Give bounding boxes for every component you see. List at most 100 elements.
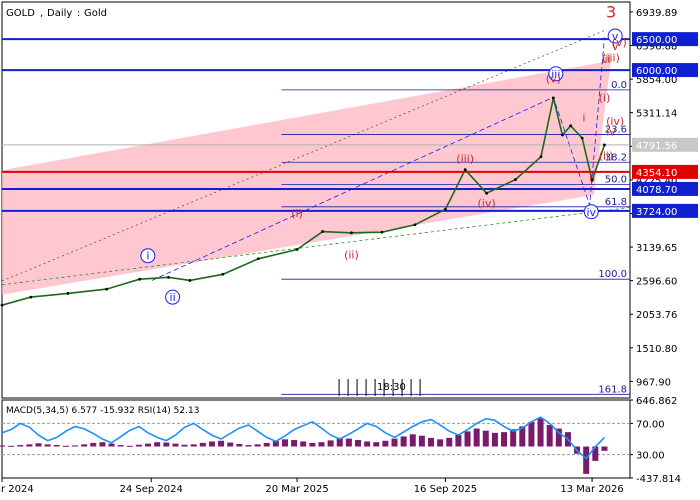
macd-histogram-bar — [510, 429, 517, 447]
price-point — [551, 96, 555, 100]
macd-histogram-bar — [26, 444, 33, 447]
upper-trendline — [1, 30, 605, 282]
price-point — [485, 191, 488, 195]
macd-histogram-bar — [501, 432, 508, 447]
price-point — [603, 143, 606, 147]
price-point — [0, 303, 4, 307]
macd-histogram-bar — [172, 443, 179, 447]
time-axis: 27 Mar 2024 24 Sep 2024 20 Mar 2025 16 Sep … — [0, 379, 624, 495]
macd-histogram-bar — [583, 446, 590, 474]
channel-fill — [2, 60, 612, 295]
macd-histogram-bar — [592, 446, 599, 461]
price-point — [321, 230, 324, 233]
fib-level-label: 161.8 — [598, 384, 627, 395]
wave-label-red: ii — [589, 170, 595, 183]
macd-histogram-bar — [281, 439, 288, 447]
symbol-label: GOLD — [6, 8, 35, 19]
macd-histogram-bar — [455, 435, 462, 447]
price-tag-label: 6000.00 — [636, 66, 677, 77]
macd-histogram-bar — [236, 443, 243, 447]
macd-histogram-bar — [345, 438, 352, 447]
wave-label-circle — [548, 66, 564, 82]
price-series — [0, 96, 606, 307]
price-tag-label: 3724.00 — [636, 207, 677, 218]
macd-histogram-bar — [8, 445, 15, 447]
macd-histogram-bar — [17, 445, 24, 447]
macd-histogram-bar — [62, 445, 69, 447]
macd-histogram-bar — [601, 446, 608, 451]
price-tick-label: 4225.40 — [636, 176, 677, 187]
wave-label-red: (v) — [546, 73, 561, 86]
time-tick-label: 13 Mar 2026 — [560, 484, 623, 495]
price-point — [413, 223, 417, 227]
fib-level-label: 23.6 — [605, 124, 627, 135]
macd-histogram-bar — [482, 430, 489, 447]
indicator-panel-frame — [1, 399, 631, 479]
svg-text:,: , — [40, 8, 43, 19]
macd-histogram-bar — [254, 444, 261, 447]
price-point — [256, 257, 260, 261]
wave-label-red: (iv) — [478, 197, 496, 210]
macd-histogram-bar — [135, 444, 142, 447]
price-tag-label: 4791.56 — [636, 141, 677, 152]
price-point — [539, 155, 543, 159]
macd-histogram-bar — [318, 442, 325, 447]
macd-histogram-bar — [291, 440, 298, 447]
macd-histogram-bar — [428, 437, 435, 447]
macd-histogram-bar — [537, 418, 544, 447]
price-tag — [632, 32, 698, 47]
indicator-tick-label: 646.862 — [636, 396, 677, 407]
price-tick-label: 3139.65 — [636, 243, 677, 254]
price-axis: 6939.896396.885854.005311.144768.274225.… — [630, 8, 698, 388]
wave-label-red: (ii) — [344, 248, 359, 261]
time-tick-label: 24 Sep 2024 — [119, 484, 182, 495]
price-point — [138, 277, 142, 281]
fib-level-label: 100.0 — [598, 269, 627, 280]
price-tag — [632, 164, 698, 179]
price-point — [221, 272, 225, 276]
wave-label-circle — [140, 248, 156, 264]
macd-histogram-bar — [400, 436, 407, 447]
key-levels — [2, 38, 630, 212]
wave-label-blue: i — [146, 250, 149, 263]
macd-histogram-bar — [446, 437, 453, 447]
macd-histogram-bar — [418, 435, 425, 447]
macd-histogram-bar — [218, 440, 225, 447]
macd-histogram-bar — [519, 426, 526, 447]
price-tag-label: 6500.00 — [636, 35, 677, 46]
macd-histogram-bar — [409, 434, 416, 447]
indicator-tick-label: 70.00 — [636, 419, 665, 430]
macd-histogram-bar — [0, 445, 5, 447]
macd-histogram-bar — [108, 443, 115, 447]
macd-histogram-bar — [81, 444, 88, 447]
time-tick-label: 16 Sep 2025 — [414, 484, 477, 495]
fib-level-label: 0.0 — [611, 80, 627, 91]
time-tick-label: 27 Mar 2024 — [0, 484, 34, 495]
price-tick-label: 6939.89 — [636, 8, 677, 19]
fibonacci-levels: 0.0 23.6 38.2 50.0 61.8 100.0 161.8 — [281, 80, 630, 395]
macd-histogram-bar — [44, 444, 51, 447]
price-point — [295, 248, 299, 251]
price-point — [463, 168, 467, 172]
macd-histogram-bar — [35, 443, 42, 447]
macd-histogram-bar — [327, 440, 334, 447]
price-tick-label: 2596.60 — [636, 277, 677, 288]
price-point — [380, 230, 384, 234]
price-point — [443, 207, 447, 211]
price-point — [569, 124, 573, 128]
price-tag — [632, 181, 698, 196]
macd-histogram-bar — [437, 439, 444, 447]
macd-histogram-bar — [154, 442, 161, 447]
svg-text::: : — [77, 8, 80, 19]
macd-histogram-bar — [309, 442, 316, 447]
indicator-panel: 646.862 70.00 30.00 -437.814 — [0, 396, 681, 485]
macd-histogram-bar — [546, 424, 553, 447]
wave-label-red: iii — [602, 53, 611, 66]
macd-histogram-bar — [126, 445, 133, 447]
wave-label-red: iv — [606, 125, 616, 138]
wave-label-red: (iii) — [456, 153, 474, 166]
macd-histogram-bar — [528, 422, 535, 447]
chart-title: GOLD , Daily : Gold — [6, 8, 107, 19]
price-tag — [632, 137, 698, 152]
